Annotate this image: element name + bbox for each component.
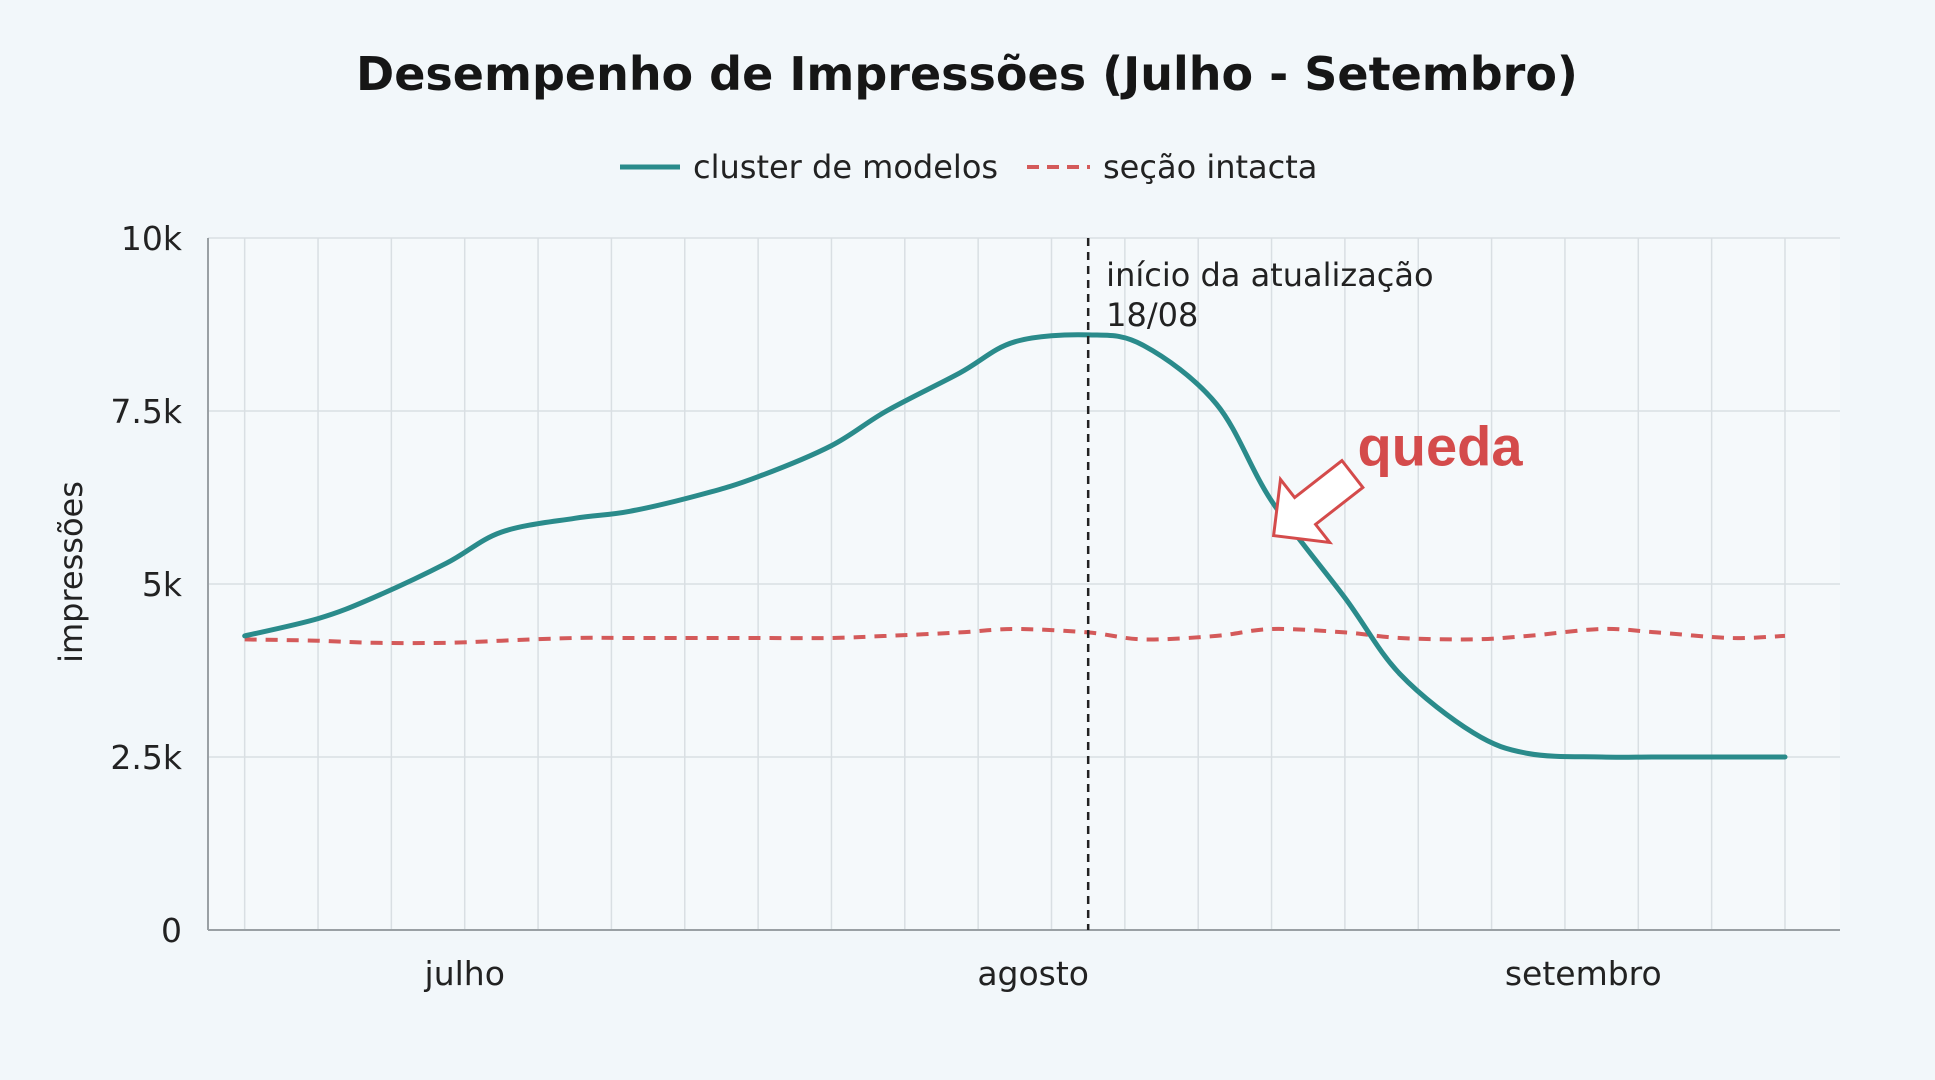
series-line-cluster-de-modelos (242, 332, 1788, 760)
y-tick-label: 0 (161, 911, 182, 950)
series-layer (242, 332, 1788, 760)
x-tick-label: setembro (1505, 954, 1662, 993)
y-tick-label: 2.5k (110, 738, 182, 777)
chart-title: Desempenho de Impressões (Julho - Setemb… (356, 47, 1578, 101)
legend-label-cluster: cluster de modelos (693, 148, 998, 186)
y-axis-title: impressões (52, 481, 90, 663)
grid-layer (208, 237, 1840, 931)
update-start-label: início da atualização (1106, 256, 1433, 294)
y-tick-label: 7.5k (110, 392, 182, 431)
x-tick-label: julho (424, 954, 505, 993)
y-tick-label: 10k (121, 219, 183, 258)
drop-callout-label: queda (1358, 415, 1524, 478)
drop-arrow (1271, 458, 1365, 545)
x-tick-label: agosto (977, 954, 1089, 993)
axes-layer: 0 2.5k 5k 7.5k 10k julho agosto setembro (110, 219, 1840, 993)
legend-label-intacta: seção intacta (1103, 148, 1317, 186)
y-tick-label: 5k (142, 565, 183, 604)
update-start-date: 18/08 (1106, 296, 1198, 334)
legend: cluster de modelos seção intacta (620, 148, 1317, 186)
series-line-secao-intacta (244, 626, 1786, 646)
drop-arrow-icon (1271, 458, 1365, 545)
